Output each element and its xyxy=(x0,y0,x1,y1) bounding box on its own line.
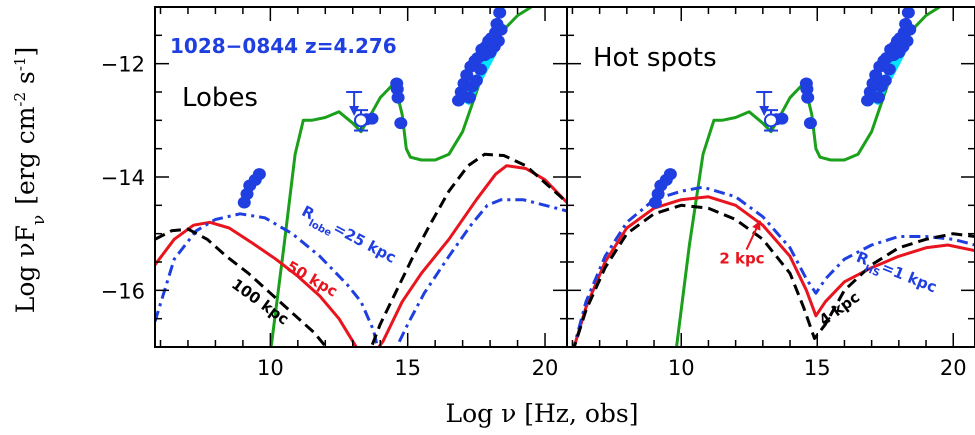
data-point xyxy=(900,35,914,47)
data-point xyxy=(252,168,266,181)
source-label: 1028−0844 z=4.276 xyxy=(170,34,397,58)
data-point xyxy=(493,7,507,19)
data-point xyxy=(803,117,817,130)
y-tick-label: −16 xyxy=(101,279,145,303)
ticks xyxy=(155,6,567,348)
curve-label-sub: HS xyxy=(863,263,882,279)
model-curve xyxy=(572,195,975,347)
curve-label-part: 4 kpc xyxy=(816,288,863,329)
curve-label-part: 50 kpc xyxy=(283,257,340,300)
data-point xyxy=(882,63,896,76)
data-point xyxy=(473,63,487,76)
data-point xyxy=(394,117,408,130)
plot-frame xyxy=(154,6,568,348)
panel-title: Hot spots xyxy=(593,43,717,73)
plot-frame xyxy=(566,6,975,348)
curve-label-part: =1 kpc xyxy=(879,258,939,296)
model-curve xyxy=(572,185,975,347)
x-tick-label: 20 xyxy=(940,356,967,380)
data-point xyxy=(901,7,915,19)
data-point xyxy=(494,23,508,36)
model-curve xyxy=(155,152,567,347)
model-curve xyxy=(155,198,567,347)
data-point xyxy=(469,74,483,87)
data-point xyxy=(491,35,505,47)
data-point xyxy=(871,91,885,104)
x-tick-label: 10 xyxy=(257,356,284,380)
y-axis-label: Log νFν[erg cm-2 s-1] xyxy=(11,47,49,313)
data-point xyxy=(801,91,815,104)
open-point xyxy=(354,113,368,128)
data-point xyxy=(365,112,379,125)
y-tick-label: −14 xyxy=(101,166,145,190)
x-tick-label: 20 xyxy=(532,356,559,380)
model-curve xyxy=(572,203,975,347)
x-tick-label: 15 xyxy=(394,356,421,380)
panel-title: Lobes xyxy=(182,83,258,113)
data-point xyxy=(391,91,405,104)
data-point xyxy=(775,112,789,125)
data-point xyxy=(462,91,476,104)
data-point xyxy=(878,74,892,87)
curve-label: 4 kpc xyxy=(816,288,863,329)
model-curve xyxy=(155,164,567,347)
curve-label: 2 kpc xyxy=(719,250,764,268)
upper-limit-arrow xyxy=(349,106,360,116)
y-tick-label: −12 xyxy=(101,53,145,77)
x-axis-label: Log ν [Hz, obs] xyxy=(445,399,638,428)
data-point xyxy=(663,168,677,181)
plot-area xyxy=(572,7,975,347)
x-tick-label: 10 xyxy=(668,356,695,380)
pointer-arrow-head xyxy=(752,220,761,231)
curve-label: Rlobe=25 kpc xyxy=(297,202,399,271)
plot-area xyxy=(155,7,567,347)
x-tick-label: 15 xyxy=(804,356,831,380)
curve-label: RHS=1 kpc xyxy=(852,248,939,301)
curve-label-part: 2 kpc xyxy=(719,250,764,268)
curve-label-part: =25 kpc xyxy=(330,219,399,267)
curve-label-sub: lobe xyxy=(307,218,334,239)
upper-limit-arrow xyxy=(759,106,770,116)
curve-label: 50 kpc xyxy=(283,257,340,300)
data-point xyxy=(903,23,917,36)
open-point xyxy=(764,113,778,128)
